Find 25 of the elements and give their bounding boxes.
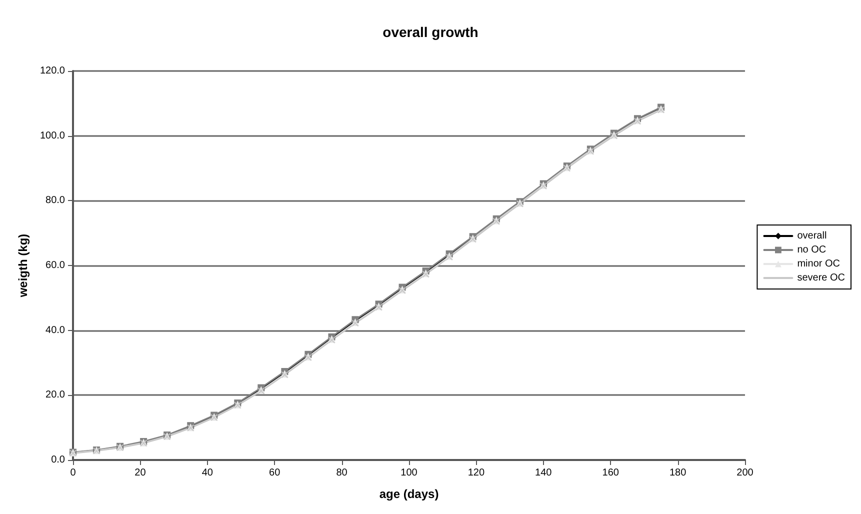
y-tick-label: 60.0 (46, 260, 66, 271)
x-tick-label: 180 (669, 468, 687, 478)
x-tick-label: 20 (134, 468, 146, 478)
x-tick-label: 60 (269, 468, 281, 478)
y-tick-label: 100.0 (40, 130, 66, 142)
legend-label: severe OC (797, 272, 846, 284)
y-tick-label: 20.0 (46, 390, 66, 401)
x-tick-label: 80 (336, 468, 348, 478)
y-tick-label: 40.0 (46, 324, 66, 336)
legend-label: minor OC (797, 258, 840, 270)
x-tick-label: 160 (602, 468, 620, 478)
legend-label: no OC (797, 244, 826, 256)
y-tick-label: 80.0 (46, 195, 66, 206)
y-tick-label: 0.0 (51, 454, 66, 466)
x-axis-title: age (days) (379, 487, 439, 501)
x-tick-label: 40 (202, 468, 214, 478)
x-tick-label: 120 (468, 468, 485, 478)
chart-title: overall growth (382, 24, 478, 40)
y-axis-title: weigth (kg) (16, 234, 30, 298)
x-tick-label: 200 (736, 468, 754, 478)
x-tick-label: 0 (70, 468, 76, 478)
x-tick-label: 140 (535, 468, 552, 478)
y-tick-label: 120.0 (40, 66, 66, 76)
legend-label: overall (797, 230, 827, 242)
x-tick-label: 100 (400, 468, 418, 478)
